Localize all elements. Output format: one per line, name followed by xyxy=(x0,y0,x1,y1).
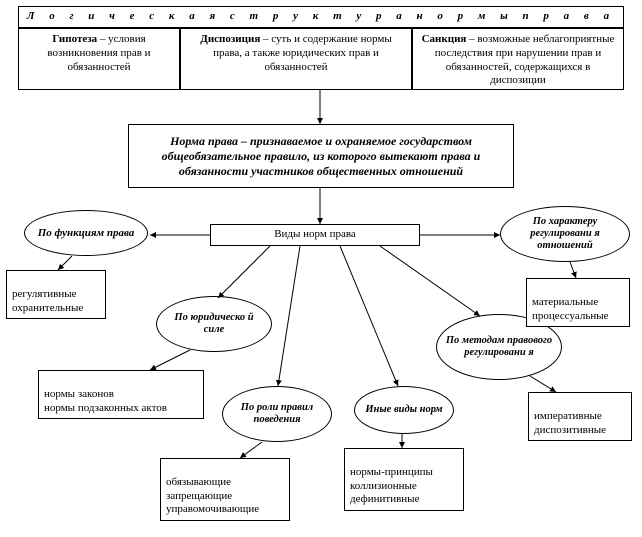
list-other: нормы-принципы коллизионные дефинитивные xyxy=(344,448,464,511)
list-method: императивные диспозитивные xyxy=(528,392,632,441)
list-functions: регулятивные охранительные xyxy=(6,270,106,319)
header-cell-hypothesis: Гипотеза – условия возникновения прав и … xyxy=(18,28,180,90)
header-title: Л о г и ч е с к а я с т р у к т у р а н … xyxy=(18,6,624,28)
header-cell-sanction: Санкция – возможные неблагоприятные посл… xyxy=(412,28,624,90)
term-sanction: Санкция xyxy=(422,33,467,45)
list-yurid: нормы законов нормы подзаконных актов xyxy=(38,370,204,419)
ellipse-functions-label: По функциям права xyxy=(38,227,135,240)
list-yurid-text: нормы законов нормы подзаконных актов xyxy=(44,388,167,414)
ellipse-character-label: По характеру регулировани я отношений xyxy=(509,216,621,252)
ellipse-role-label: По роли правил поведения xyxy=(231,402,323,426)
ellipse-method-label: По методам правового регулировани я xyxy=(445,335,553,359)
term-hypothesis: Гипотеза xyxy=(52,33,97,45)
list-functions-text: регулятивные охранительные xyxy=(12,288,83,314)
list-role-text: обязывающие запрещающие управомочивающие xyxy=(166,476,259,516)
ellipse-yurid: По юридическо й силе xyxy=(156,296,272,352)
definition-term: Норма права xyxy=(170,134,238,148)
list-method-text: императивные диспозитивные xyxy=(534,410,606,436)
list-character-text: материальные процессуальные xyxy=(532,296,609,322)
ellipse-functions: По функциям права xyxy=(24,210,148,256)
ellipse-yurid-label: По юридическо й силе xyxy=(165,312,263,336)
ellipse-character: По характеру регулировани я отношений xyxy=(500,206,630,262)
ellipse-other-label: Иные виды норм xyxy=(365,404,442,416)
list-other-text: нормы-принципы коллизионные дефинитивные xyxy=(350,466,433,506)
center-types-label: Виды норм права xyxy=(274,228,356,242)
list-role: обязывающие запрещающие управомочивающие xyxy=(160,458,290,521)
header-cell-disposition: Диспозиция – суть и содержание нормы пра… xyxy=(180,28,412,90)
center-types-box: Виды норм права xyxy=(210,224,420,246)
ellipse-other: Иные виды норм xyxy=(354,386,454,434)
header-title-text: Л о г и ч е с к а я с т р у к т у р а н … xyxy=(27,10,615,24)
list-character: материальные процессуальные xyxy=(526,278,630,327)
term-disposition: Диспозиция xyxy=(200,33,260,45)
ellipse-role: По роли правил поведения xyxy=(222,386,332,442)
definition-box: Норма права – признаваемое и охраняемое … xyxy=(128,124,514,188)
